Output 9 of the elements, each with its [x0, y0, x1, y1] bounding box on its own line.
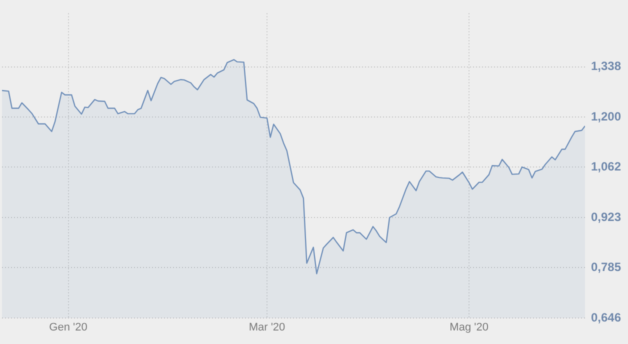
- y-tick-label: 1,062: [591, 159, 622, 174]
- y-tick-label: 0,923: [591, 210, 622, 224]
- x-tick-label: Mag '20: [450, 322, 488, 334]
- x-tick-label: Gen '20: [49, 322, 88, 334]
- y-tick-label: 0,785: [591, 260, 622, 274]
- y-tick-label: 1,338: [591, 59, 622, 74]
- y-tick-label: 1,200: [591, 109, 622, 124]
- y-tick-label: 0,646: [591, 310, 622, 324]
- x-tick-label: Mar '20: [248, 322, 286, 334]
